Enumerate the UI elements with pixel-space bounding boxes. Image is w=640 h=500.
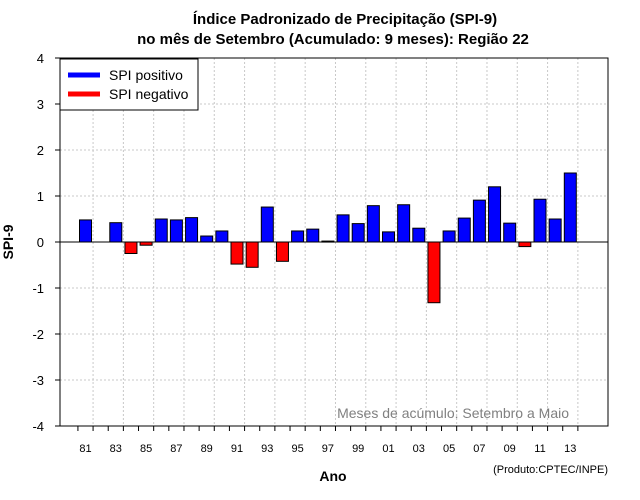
x-tick-label: 99: [352, 443, 364, 455]
bar-2001: [382, 231, 395, 243]
bar-1993: [260, 206, 274, 243]
x-tick-label: 01: [382, 443, 394, 455]
bar-2004: [427, 241, 441, 304]
y-tick-label: -1: [32, 281, 44, 296]
x-tick-label: 91: [231, 443, 243, 455]
x-tick-label: 07: [473, 443, 485, 455]
bar-1983: [109, 222, 123, 243]
accumulation-note: Meses de acúmulo: Setembro a Maio: [337, 405, 569, 421]
bar-2006: [457, 217, 471, 243]
bars: [79, 172, 577, 304]
bar-1986: [154, 218, 168, 243]
y-tick-label: 4: [37, 51, 44, 66]
bar-2013: [563, 172, 577, 243]
x-tick-label: 11: [534, 443, 545, 455]
bar-2009: [503, 222, 517, 243]
x-tick-label: 85: [140, 443, 152, 455]
bar-1991: [230, 241, 244, 265]
bar-1998: [336, 214, 350, 243]
x-tick-label: 89: [201, 443, 213, 455]
bar-2007: [472, 199, 486, 243]
bar-1984: [124, 241, 138, 254]
bar-1988: [185, 217, 199, 243]
bar-1997: [321, 240, 335, 243]
x-tick-label: 97: [322, 443, 334, 455]
bar-1985: [139, 241, 153, 246]
y-tick-label: 0: [37, 235, 44, 250]
bar-1994: [275, 241, 289, 262]
x-tick-label: 95: [291, 443, 303, 455]
y-axis-label: SPI-9: [0, 224, 16, 259]
x-tick-label: 09: [504, 443, 516, 455]
x-tick-label: 13: [564, 443, 576, 455]
legend-box: [59, 58, 199, 111]
y-tick-label: 1: [37, 189, 44, 204]
y-tick-label: 2: [37, 143, 44, 158]
bar-2000: [366, 205, 380, 243]
y-tick-label: -3: [32, 373, 44, 388]
legend: SPI positivo SPI negativo: [59, 58, 199, 111]
chart-title-line2: no mês de Setembro (Acumulado: 9 meses):…: [137, 31, 529, 48]
bar-1987: [169, 219, 183, 243]
x-tick-label: 93: [261, 443, 273, 455]
y-axis-ticks: -4 -3 -2 -1 0 1 2 3 4: [32, 51, 60, 434]
bar-2003: [412, 227, 426, 243]
x-axis-label: Ano: [319, 468, 346, 484]
bar-1992: [245, 241, 259, 268]
bar-2012: [548, 218, 562, 243]
legend-label-positive: SPI positivo: [109, 67, 183, 83]
legend-label-negative: SPI negativo: [109, 86, 189, 102]
bar-2011: [533, 198, 547, 243]
bar-2005: [442, 230, 456, 243]
bar-1981: [79, 219, 92, 243]
bar-2002: [397, 204, 411, 243]
bar-1990: [215, 230, 229, 243]
chart-title-line1: Índice Padronizado de Precipitação (SPI-…: [193, 11, 497, 28]
y-tick-label: 3: [37, 97, 44, 112]
bar-1995: [291, 230, 305, 243]
x-tick-label: 05: [443, 443, 455, 455]
x-tick-label: 81: [79, 443, 91, 455]
x-axis-ticks: 81 83 85 87 89 91 93 95 97 99 01 03 05 07 09 11 13: [77, 426, 579, 455]
bar-1996: [306, 228, 320, 243]
product-credit: (Produto:CPTEC/INPE): [493, 464, 608, 476]
bar-1999: [351, 223, 365, 243]
y-tick-label: -2: [32, 327, 44, 342]
y-tick-label: -4: [32, 419, 44, 434]
bar-2010: [518, 241, 532, 248]
bar-2008: [488, 186, 502, 243]
x-tick-label: 87: [170, 443, 182, 455]
x-tick-label: 03: [413, 443, 425, 455]
bar-1989: [200, 235, 214, 243]
x-tick-label: 83: [110, 443, 122, 455]
